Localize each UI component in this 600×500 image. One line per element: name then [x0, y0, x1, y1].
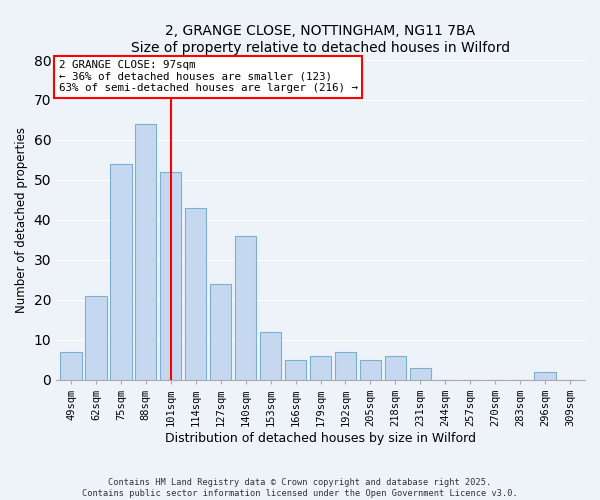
Y-axis label: Number of detached properties: Number of detached properties [15, 127, 28, 313]
Bar [535, 372, 556, 380]
Bar [185, 208, 206, 380]
Text: 2 GRANGE CLOSE: 97sqm
← 36% of detached houses are smaller (123)
63% of semi-det: 2 GRANGE CLOSE: 97sqm ← 36% of detached … [59, 60, 358, 93]
Bar [335, 352, 356, 380]
Bar [135, 124, 157, 380]
Bar [385, 356, 406, 380]
Bar [85, 296, 107, 380]
Bar [160, 172, 181, 380]
Bar [210, 284, 232, 380]
Bar [410, 368, 431, 380]
Bar [310, 356, 331, 380]
Text: Contains HM Land Registry data © Crown copyright and database right 2025.
Contai: Contains HM Land Registry data © Crown c… [82, 478, 518, 498]
Bar [260, 332, 281, 380]
Title: 2, GRANGE CLOSE, NOTTINGHAM, NG11 7BA
Size of property relative to detached hous: 2, GRANGE CLOSE, NOTTINGHAM, NG11 7BA Si… [131, 24, 510, 54]
Bar [110, 164, 131, 380]
X-axis label: Distribution of detached houses by size in Wilford: Distribution of detached houses by size … [165, 432, 476, 445]
Bar [61, 352, 82, 380]
Bar [360, 360, 381, 380]
Bar [285, 360, 306, 380]
Bar [235, 236, 256, 380]
